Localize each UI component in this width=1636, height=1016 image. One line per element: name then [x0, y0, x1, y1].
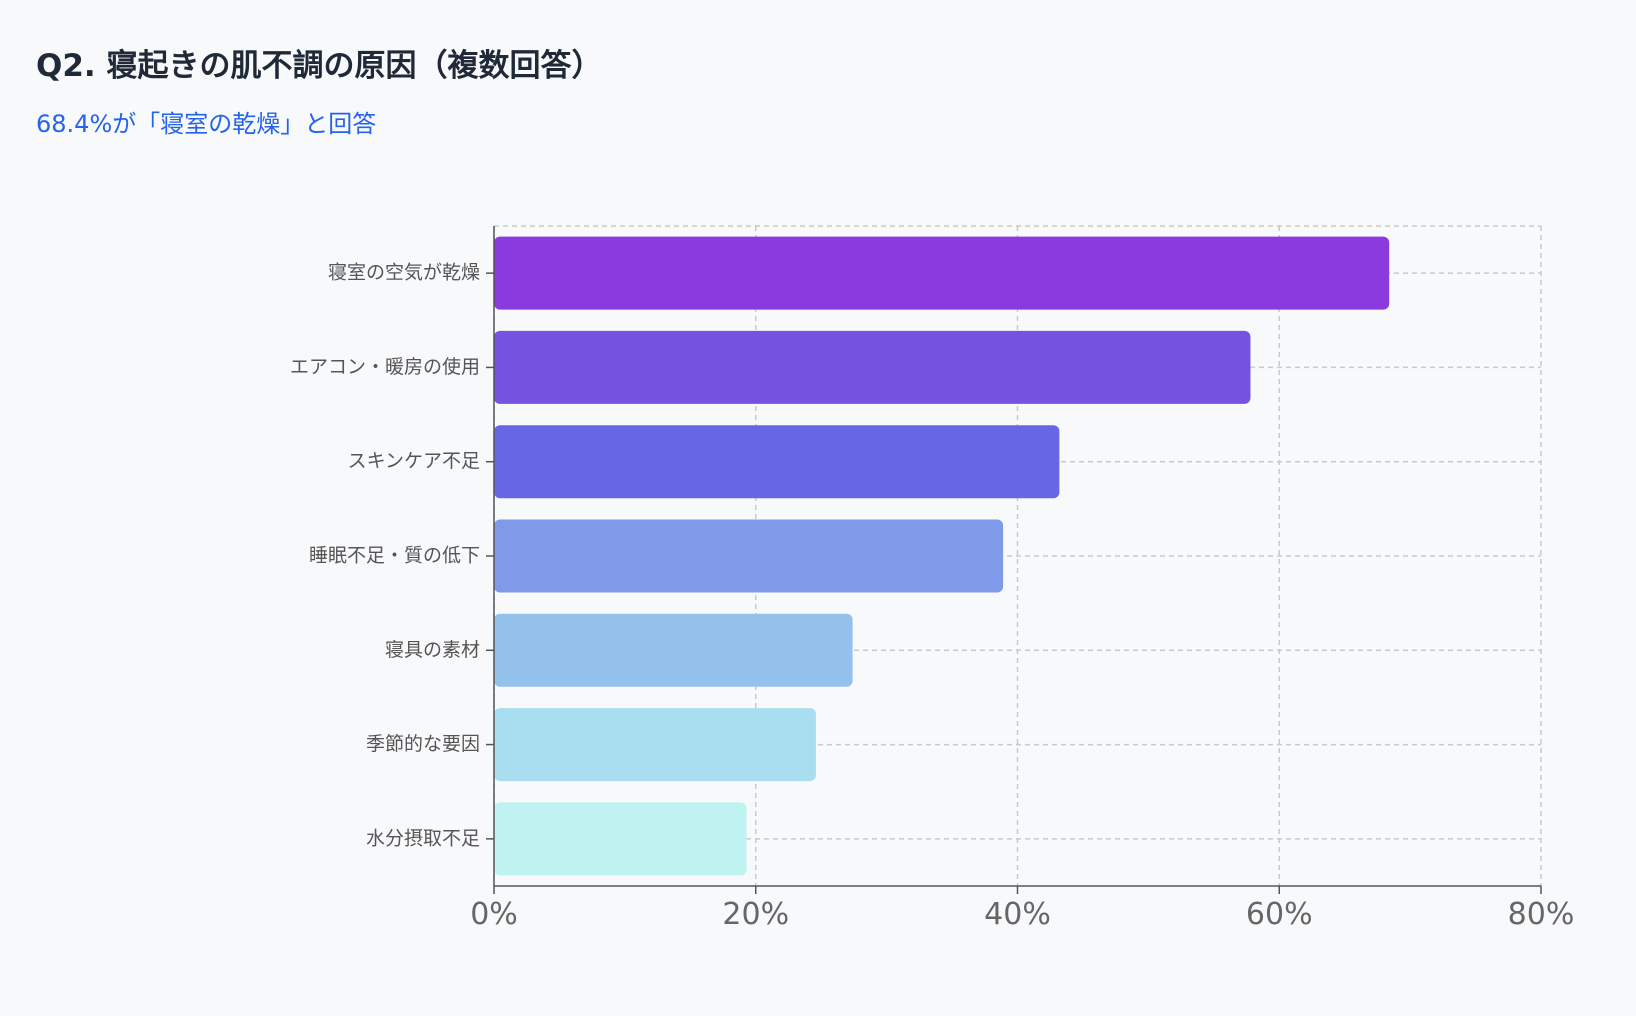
category-label-7: 水分摂取不足 — [366, 827, 480, 849]
bar-7 — [494, 802, 747, 876]
bar-3 — [494, 425, 1060, 499]
chart-subtitle: 68.4%が「寝室の乾燥」と回答 — [36, 110, 377, 138]
bar-1 — [494, 236, 1390, 310]
bar-5 — [494, 613, 853, 687]
category-label-4: 睡眠不足・質の低下 — [309, 545, 480, 567]
bar-2 — [494, 330, 1251, 404]
x-tick-label-40: 40% — [984, 897, 1051, 932]
x-tick-label-0: 0% — [470, 897, 518, 932]
category-label-5: 寝具の素材 — [385, 639, 480, 661]
x-tick-label-80: 80% — [1508, 897, 1575, 932]
x-tick-label-20: 20% — [722, 897, 789, 932]
bar-4 — [494, 519, 1004, 593]
category-label-1: 寝室の空気が乾燥 — [328, 262, 480, 284]
category-label-3: スキンケア不足 — [348, 450, 480, 472]
chart-title: Q2. 寝起きの肌不調の原因（複数回答） — [36, 48, 603, 84]
x-tick-label-60: 60% — [1246, 897, 1313, 932]
category-label-2: エアコン・暖房の使用 — [290, 356, 480, 378]
category-label-6: 季節的な要因 — [366, 733, 480, 755]
bar-6 — [494, 708, 816, 782]
